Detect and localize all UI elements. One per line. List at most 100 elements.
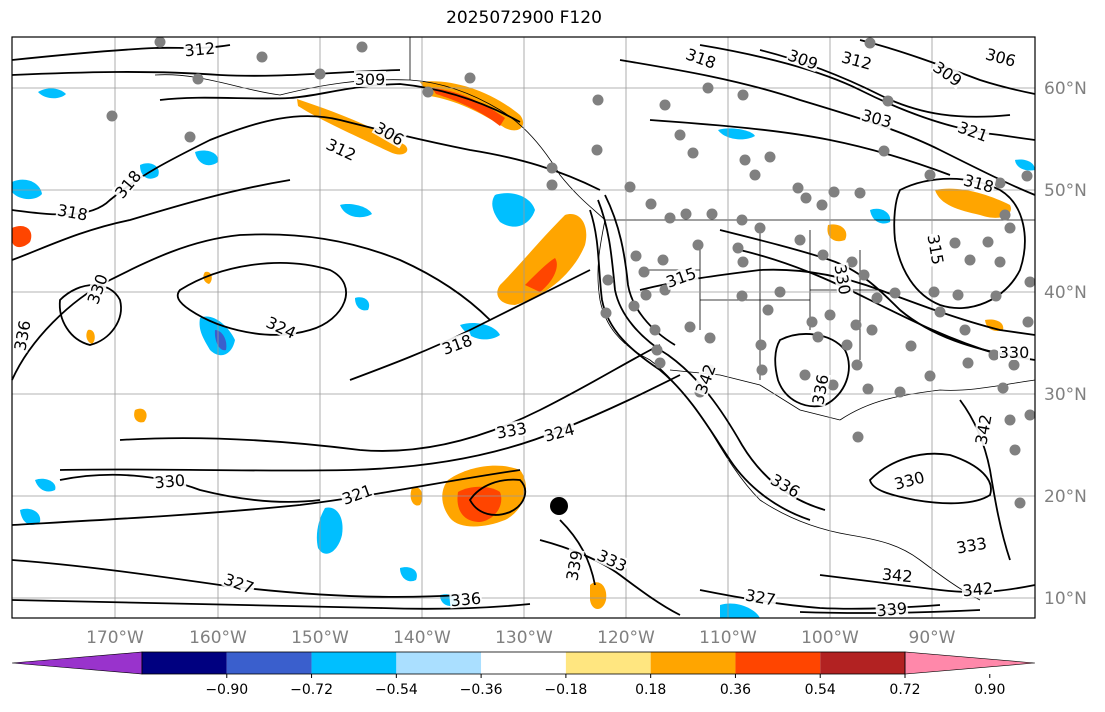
station-dot (841, 339, 853, 351)
contour-label-bg (84, 271, 111, 307)
contour-321 (59, 473, 321, 503)
shade-offshore-red (525, 258, 557, 292)
shade-blue-13 (718, 128, 755, 140)
contour-label-group: 309 (354, 70, 386, 89)
contour-label-bg (839, 48, 875, 72)
station-dot (952, 289, 964, 301)
station-dot (546, 162, 558, 174)
contour-318-b (11, 179, 291, 261)
colorbar-segment (735, 652, 821, 674)
contour-306-east (859, 39, 1036, 95)
station-dot (905, 340, 917, 352)
stations (106, 36, 1036, 509)
station-dot (356, 41, 368, 53)
station-dot (674, 129, 686, 141)
contour-330-south (539, 539, 681, 616)
station-dot (624, 181, 636, 193)
station-dot (732, 242, 744, 254)
shade-blue-17 (355, 297, 370, 311)
colorbar-tick-label: −0.90 (205, 682, 248, 698)
shade-offshore-orange (497, 214, 587, 305)
station-dot (638, 266, 650, 278)
shaded-fields-negative (12, 88, 1035, 618)
station-dot (1004, 222, 1016, 234)
longitude-label: 130°W (495, 628, 553, 648)
station-dot (878, 145, 890, 157)
station-dot (764, 151, 776, 163)
contour-label-bg (961, 579, 995, 599)
latitude-label: 30°N (1044, 385, 1087, 405)
colorbar-segment (142, 652, 227, 674)
contour-label-group: 312 (183, 39, 217, 61)
contour-label-bg (594, 546, 631, 575)
station-dot (800, 192, 812, 204)
station-dot (749, 169, 761, 181)
station-dot (988, 349, 1000, 361)
shade-blue-9 (316, 507, 343, 554)
contour-label: 342 (881, 565, 913, 587)
contour-330-east (639, 268, 1036, 336)
station-dot (1014, 497, 1026, 509)
station-dot (889, 287, 901, 299)
colorbar-segment (226, 652, 312, 674)
contour-label-bg (111, 166, 145, 202)
contour-label-bg (743, 586, 778, 608)
station-dot (806, 316, 818, 328)
shade-west-orange (12, 225, 32, 248)
colorbar-tick-label: 0.54 (805, 682, 836, 698)
colorbar-extend-high (904, 651, 1036, 675)
contour-327-east (869, 452, 992, 505)
station-dot (997, 382, 1009, 394)
shade-blue-15 (720, 603, 760, 618)
contour-label-bg (998, 344, 1030, 360)
station-dot (692, 239, 704, 251)
station-dot (799, 369, 811, 381)
station-dot (756, 364, 768, 376)
contour-label: 312 (184, 39, 216, 61)
contour-309 (11, 69, 401, 77)
colorbar: −0.90 −0.72 −0.54 −0.36 −0.18 0.18 0.36 0.54 0.7… (11, 651, 1036, 698)
station-dot (824, 309, 836, 321)
shade-central-orange (827, 224, 847, 242)
station-dot (654, 357, 666, 369)
contour-327 (11, 469, 521, 526)
contour-label-group: 339 (875, 599, 909, 620)
station-dot (702, 82, 714, 94)
station-dot (592, 94, 604, 106)
station-dot (827, 379, 839, 391)
station-dot (651, 344, 663, 356)
contour-label-bg (183, 39, 217, 59)
latitude-label: 10°N (1044, 589, 1087, 609)
colorbar-tick-label: 0.90 (974, 682, 1005, 698)
station-dot (754, 222, 766, 234)
contour-label-bg (11, 318, 33, 353)
station-dot (858, 269, 870, 281)
contour-label-bg (955, 118, 991, 145)
station-dot (602, 274, 614, 286)
longitude-label: 170°W (86, 628, 144, 648)
station-dot (184, 131, 196, 143)
contour-label-bg (859, 106, 895, 130)
station-dot (1024, 409, 1036, 421)
station-dot (882, 95, 894, 107)
contour-label-bg (930, 57, 966, 90)
contour-label-group: 333 (954, 534, 989, 558)
station-dot (1022, 316, 1034, 328)
contour-label-group: 306 (371, 118, 408, 150)
colorbar-tick-label: −0.54 (375, 682, 418, 698)
shade-blue-11 (35, 478, 56, 492)
station-dot (812, 331, 824, 343)
station-dot (314, 68, 326, 80)
contour-label-bg (875, 599, 909, 619)
station-dot (657, 254, 669, 266)
station-dot (736, 214, 748, 226)
station-dot (755, 339, 767, 351)
station-dot (962, 357, 974, 369)
longitude-label: 120°W (597, 628, 655, 648)
contour-label-bg (972, 412, 994, 447)
station-dot (949, 237, 961, 249)
station-dot (256, 51, 268, 63)
shade-alaska-gulf-red (432, 88, 505, 126)
station-dot (816, 199, 828, 211)
